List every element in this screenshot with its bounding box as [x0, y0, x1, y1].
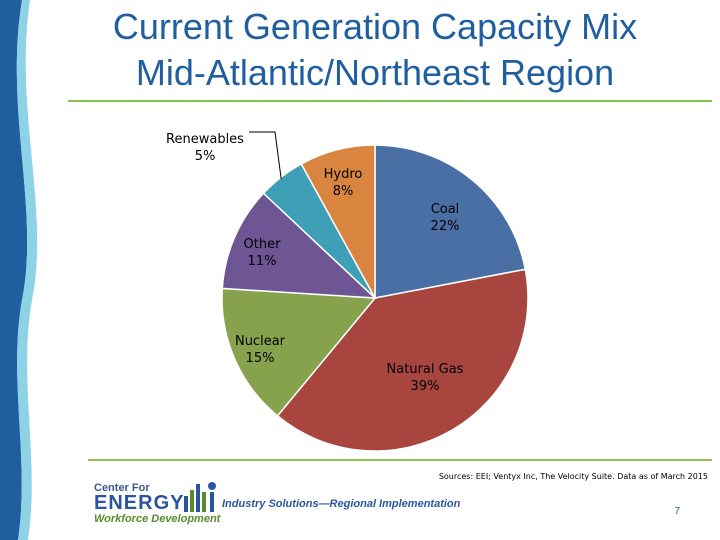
pie-label-renewables: Renewables 5%	[166, 132, 244, 164]
pie-label-percent: 5%	[195, 149, 216, 164]
pie-label-name: Nuclear	[235, 334, 286, 349]
pie-label-name: Other	[244, 237, 282, 252]
pie-label-percent: 39%	[411, 379, 440, 394]
title-divider	[68, 100, 712, 102]
pie-label-hydro: Hydro 8%	[324, 167, 363, 199]
pie-label-nuclear: Nuclear 15%	[235, 334, 286, 366]
title-line-2: Mid-Atlantic/Northeast Region	[135, 52, 615, 93]
pie-label-percent: 15%	[246, 351, 275, 366]
pie-label-name: Renewables	[166, 132, 244, 147]
cewd-logo: Center For ENERGY Workforce Development	[94, 478, 224, 528]
footer-divider	[88, 459, 712, 461]
pie-label-name: Coal	[431, 202, 460, 217]
pie-label-name: Hydro	[324, 167, 363, 182]
page-number: 7	[674, 506, 680, 517]
pie-slice-natural-gas	[276, 268, 529, 452]
pie-label-natural-gas: Natural Gas 39%	[387, 362, 464, 394]
pie-slice-other	[221, 192, 378, 299]
page-title: Current Generation Capacity Mix Mid-Atla…	[40, 4, 710, 96]
pie-label-percent: 11%	[248, 254, 277, 269]
pie-slice-nuclear	[221, 287, 377, 417]
logo-line-3: Workforce Development	[94, 513, 221, 525]
pie-label-coal: Coal 22%	[431, 202, 460, 234]
pie-label-percent: 8%	[333, 184, 354, 199]
title-line-1: Current Generation Capacity Mix	[112, 6, 638, 47]
leader-line-renewables	[249, 131, 282, 180]
tagline: Industry Solutions—Regional Implementati…	[222, 498, 461, 510]
energy-tower-icon	[184, 482, 216, 512]
pie-slice-coal	[374, 144, 527, 299]
pie-label-name: Natural Gas	[387, 362, 464, 377]
logo-line-2: ENERGY	[94, 492, 185, 514]
pie-label-percent: 22%	[431, 219, 460, 234]
sources-note: Sources: EEI; Ventyx Inc, The Velocity S…	[438, 472, 708, 481]
logo-line-1: Center For	[94, 482, 150, 494]
pie-label-other: Other 11%	[244, 237, 282, 269]
pie-slice-hydro	[300, 144, 376, 299]
